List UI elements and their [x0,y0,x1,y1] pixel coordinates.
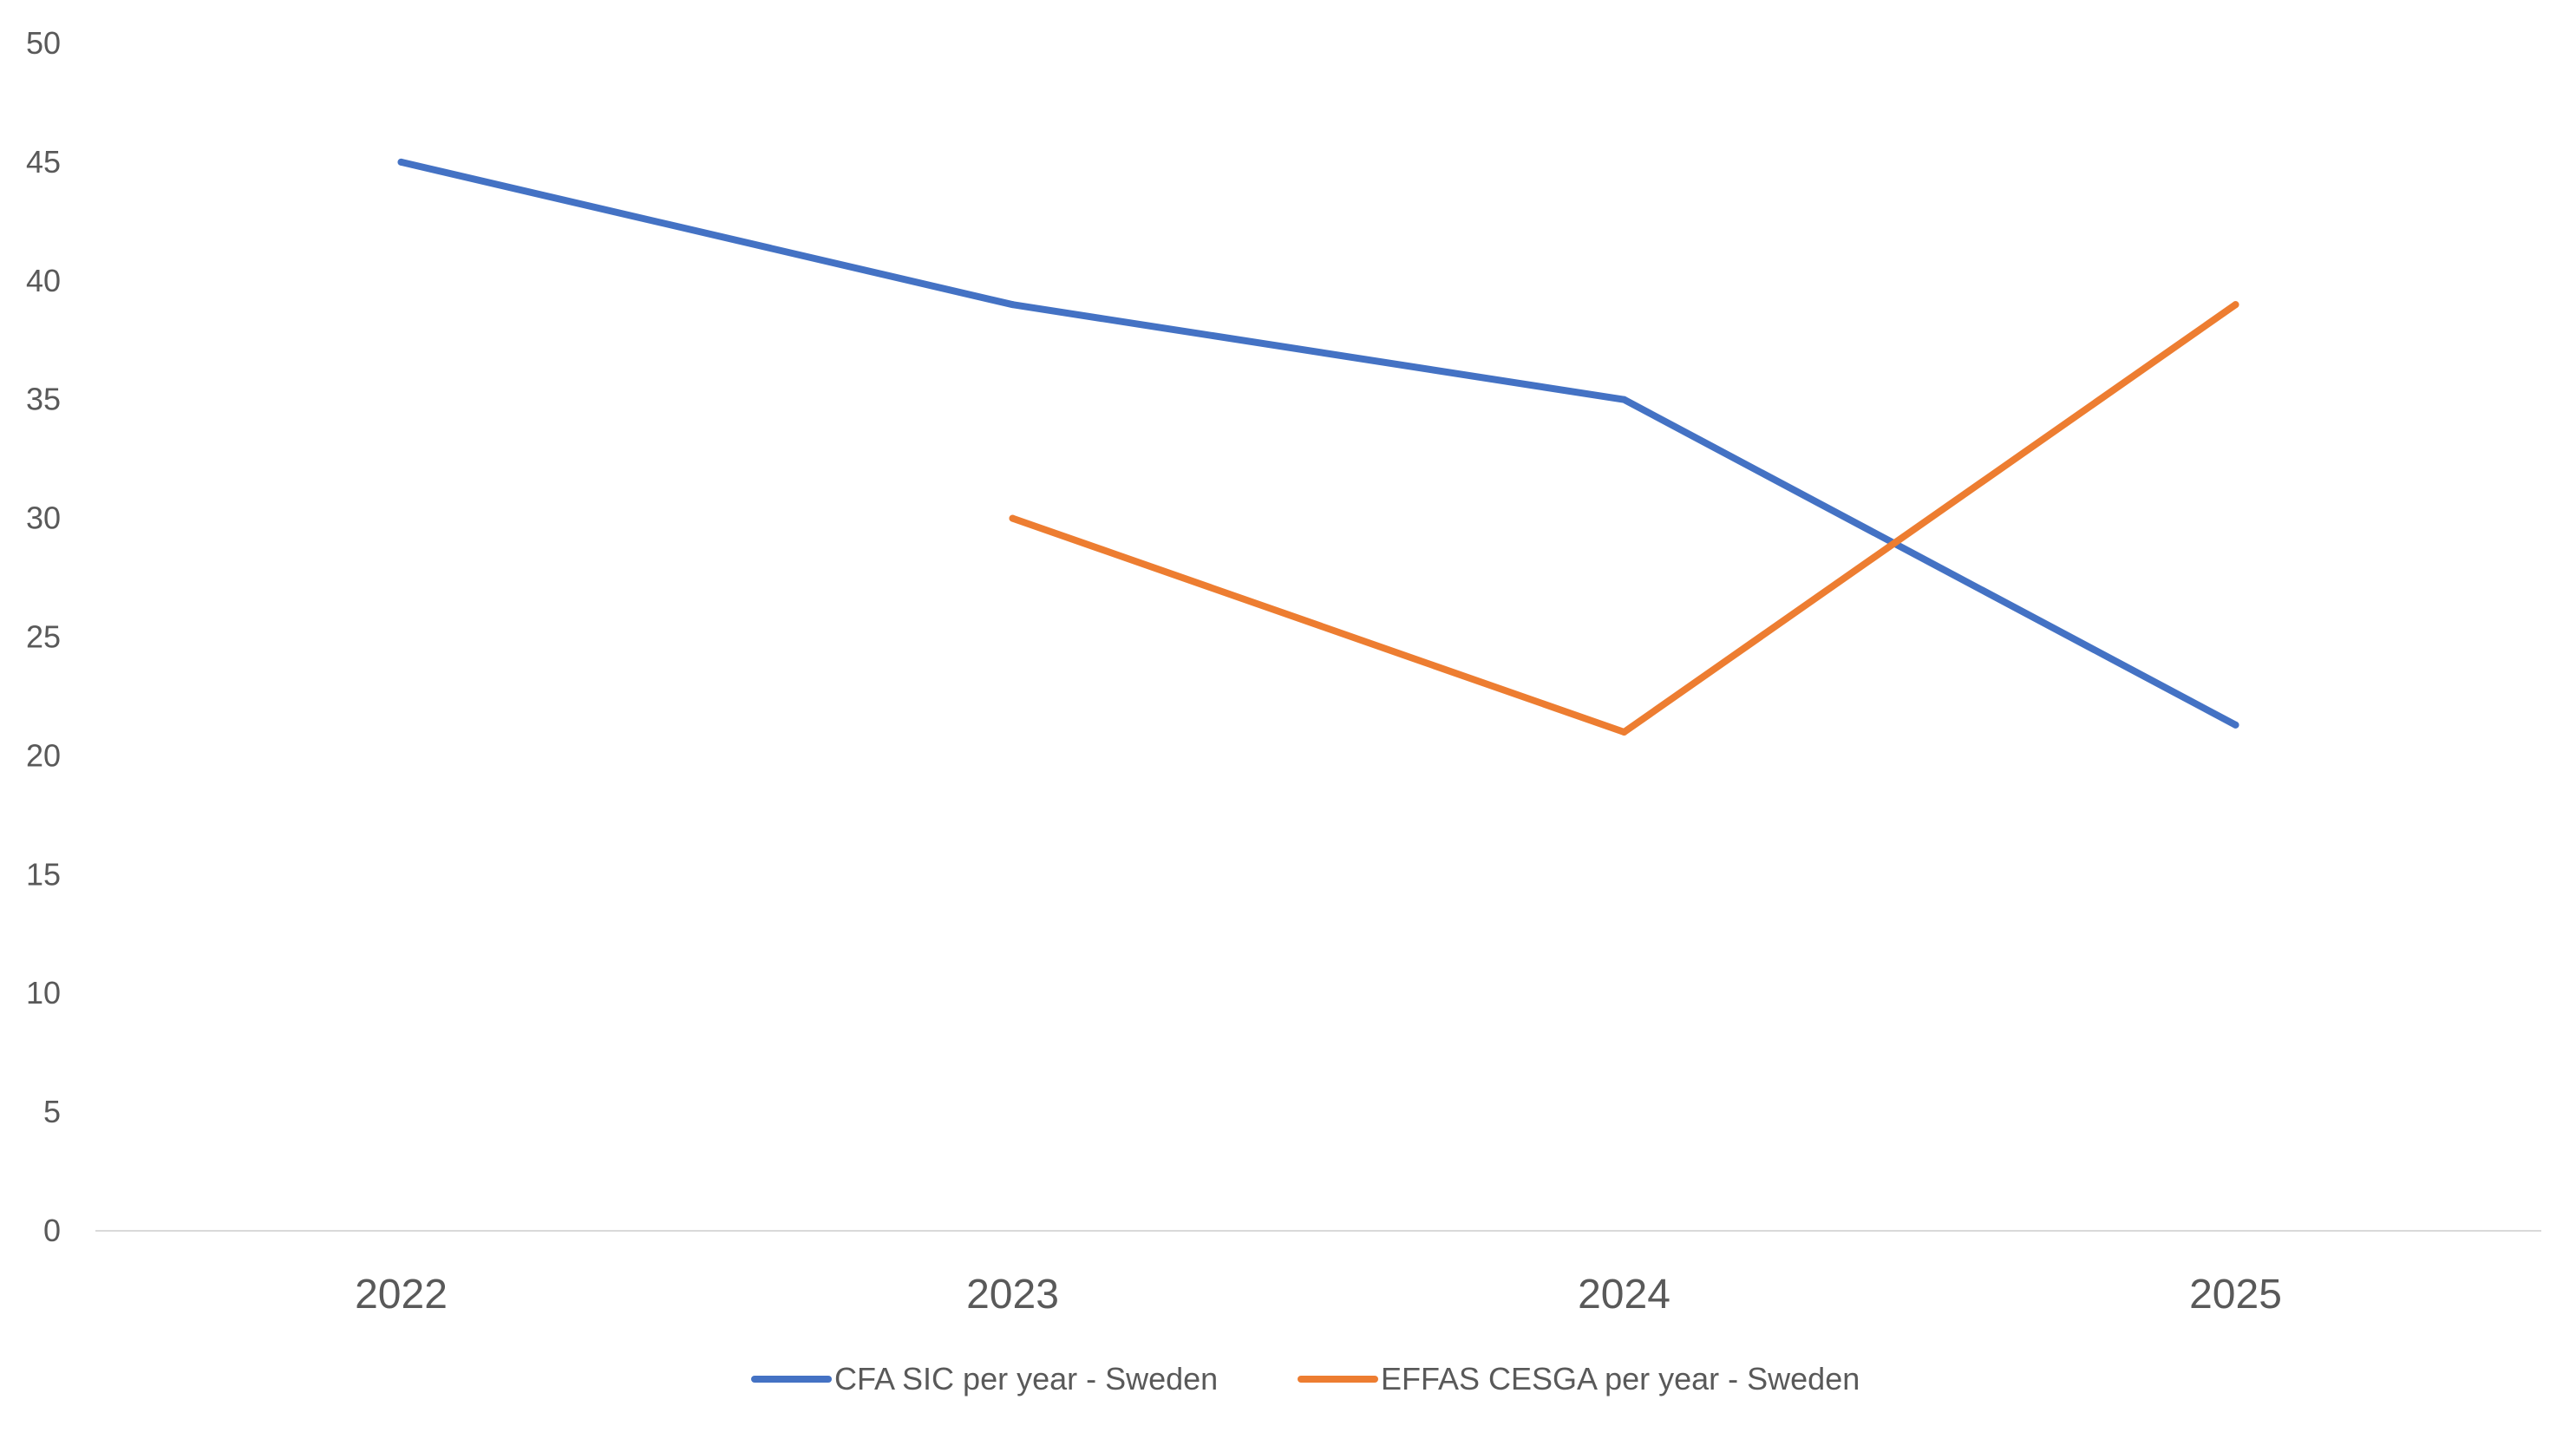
y-tick-label: 5 [43,1094,61,1129]
series-line-1 [397,158,2239,729]
y-tick-label: 45 [26,144,61,180]
series-1-point [2232,721,2239,729]
series-1-point [1009,301,1017,309]
series-lines [397,158,2239,736]
y-tick-label: 35 [26,382,61,417]
y-tick-label: 15 [26,856,61,892]
x-tick-label: 2024 [1578,1272,1670,1318]
x-axis-tick-labels: 2022 2023 2024 2025 [355,1272,2282,1318]
legend-label: CFA SIC per year - Sweden [834,1361,1218,1396]
legend[interactable]: CFA SIC per year - Sweden EFFAS CESGA per… [751,1361,1860,1396]
series-1-point [1620,396,1628,403]
series-1-point [397,158,405,166]
y-tick-label: 40 [26,263,61,298]
legend-item-1[interactable]: CFA SIC per year - Sweden [751,1361,1218,1396]
series-2-point [1009,514,1017,522]
x-tick-label: 2022 [355,1272,448,1318]
y-axis-tick-labels: 0 5 10 15 20 25 30 35 40 45 50 [26,25,61,1248]
x-tick-label: 2023 [966,1272,1059,1318]
y-tick-label: 25 [26,619,61,655]
y-tick-label: 20 [26,737,61,773]
series-2-point [2232,301,2239,309]
y-tick-label: 10 [26,975,61,1011]
series-2-point [1620,729,1628,736]
y-tick-label: 50 [26,25,61,61]
y-tick-label: 30 [26,500,61,536]
series-line-2 [1009,301,2239,736]
y-tick-label: 0 [43,1213,61,1248]
legend-item-2[interactable]: EFFAS CESGA per year - Sweden [1298,1361,1860,1396]
legend-label: EFFAS CESGA per year - Sweden [1381,1361,1860,1396]
x-tick-label: 2025 [2189,1272,2282,1318]
